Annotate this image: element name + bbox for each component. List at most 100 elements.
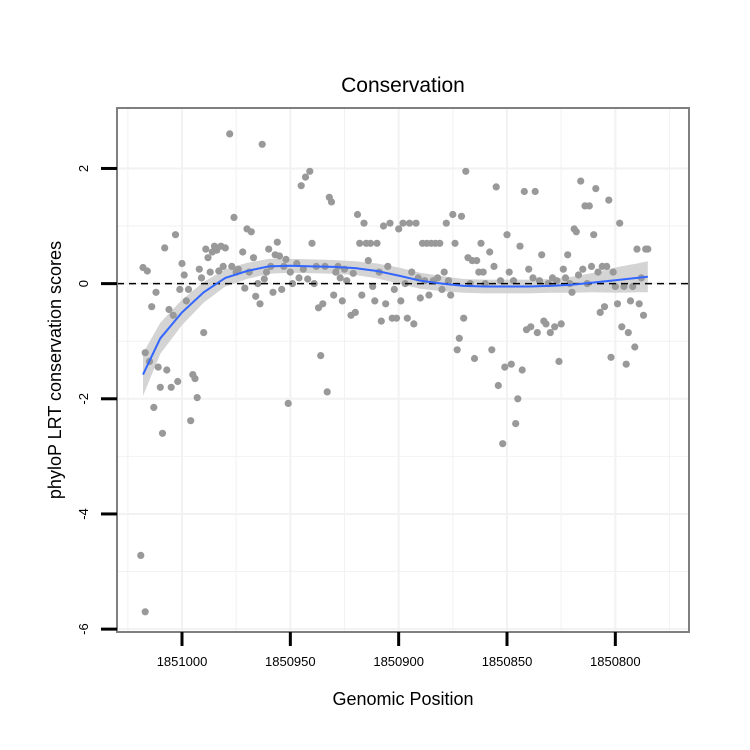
- data-point: [603, 262, 611, 270]
- data-point: [247, 228, 255, 236]
- loess-fit-line: [142, 264, 648, 376]
- data-point: [336, 274, 344, 282]
- data-point: [496, 277, 505, 285]
- data-point: [386, 219, 394, 227]
- data-point: [438, 285, 446, 293]
- data-point: [249, 254, 258, 262]
- data-point: [535, 277, 544, 285]
- data-point: [171, 231, 180, 239]
- data-point: [620, 282, 628, 291]
- data-point: [338, 297, 346, 305]
- data-point: [594, 268, 602, 276]
- data-point: [219, 262, 227, 270]
- data-point: [639, 311, 648, 319]
- data-point: [360, 219, 368, 227]
- data-point: [358, 291, 366, 299]
- data-point: [308, 239, 316, 247]
- data-point: [440, 268, 448, 276]
- data-point: [319, 300, 327, 308]
- data-point: [585, 202, 593, 210]
- data-point: [330, 291, 338, 299]
- data-point: [635, 300, 643, 308]
- data-point: [590, 231, 598, 239]
- data-point: [239, 248, 247, 256]
- data-point: [490, 262, 498, 270]
- data-point: [507, 360, 515, 368]
- data-point: [564, 251, 572, 259]
- x-tick-label: 1850850: [482, 654, 533, 669]
- data-point: [377, 317, 385, 325]
- data-point: [317, 352, 325, 360]
- y-axis-ticks: 2 0 -2 -4 -6: [76, 165, 117, 635]
- data-point: [390, 285, 398, 293]
- data-point: [369, 282, 377, 291]
- data-point: [288, 280, 297, 288]
- data-point: [306, 167, 314, 175]
- data-point: [447, 291, 455, 299]
- data-point: [399, 219, 407, 227]
- data-point: [633, 245, 641, 253]
- data-point: [169, 311, 177, 319]
- confidence-band-area: [143, 258, 648, 396]
- data-point: [577, 177, 585, 185]
- data-point: [256, 300, 264, 308]
- data-point: [156, 383, 164, 391]
- data-point: [299, 265, 307, 273]
- data-point: [137, 551, 145, 560]
- data-point: [494, 381, 502, 390]
- data-point: [193, 394, 201, 402]
- data-point: [327, 198, 336, 206]
- y-tick-label: 0: [76, 280, 91, 287]
- plot-panel: [117, 108, 689, 632]
- data-point: [403, 314, 411, 322]
- x-tick-label: 1850900: [373, 654, 424, 669]
- data-point: [501, 363, 509, 371]
- data-point: [353, 210, 362, 219]
- data-point: [379, 222, 388, 230]
- data-point: [460, 314, 468, 322]
- data-point: [572, 228, 580, 236]
- y-tick-label: -6: [76, 623, 91, 635]
- data-point: [228, 262, 236, 270]
- data-point: [520, 187, 528, 196]
- data-point: [616, 219, 624, 227]
- data-point: [553, 277, 561, 285]
- data-point: [505, 268, 513, 276]
- data-point: [551, 323, 559, 331]
- data-point: [178, 259, 186, 268]
- data-point: [518, 366, 526, 374]
- data-point: [486, 248, 494, 256]
- data-point: [622, 360, 630, 368]
- data-point: [607, 353, 615, 361]
- data-point: [626, 297, 635, 305]
- data-point: [514, 395, 522, 403]
- data-point: [154, 363, 162, 371]
- data-point: [392, 314, 401, 322]
- data-point: [206, 268, 214, 276]
- data-point: [592, 185, 600, 193]
- data-point: [141, 608, 149, 616]
- data-point: [278, 285, 286, 293]
- data-point: [529, 274, 537, 282]
- data-point: [557, 320, 565, 328]
- data-point: [191, 375, 199, 383]
- data-point: [525, 265, 533, 273]
- data-point: [202, 245, 210, 253]
- data-point: [624, 329, 632, 337]
- data-point: [449, 210, 457, 219]
- data-point: [412, 219, 420, 227]
- data-point: [366, 239, 375, 247]
- data-point: [555, 357, 563, 365]
- data-point: [618, 323, 626, 331]
- data-point: [254, 280, 262, 288]
- data-point: [531, 187, 539, 196]
- data-point: [542, 320, 550, 328]
- data-point: [533, 329, 541, 337]
- data-point: [356, 239, 364, 247]
- data-point: [538, 251, 546, 259]
- data-point: [284, 399, 292, 407]
- data-point: [167, 383, 175, 391]
- data-point: [477, 239, 485, 247]
- data-point: [187, 417, 195, 425]
